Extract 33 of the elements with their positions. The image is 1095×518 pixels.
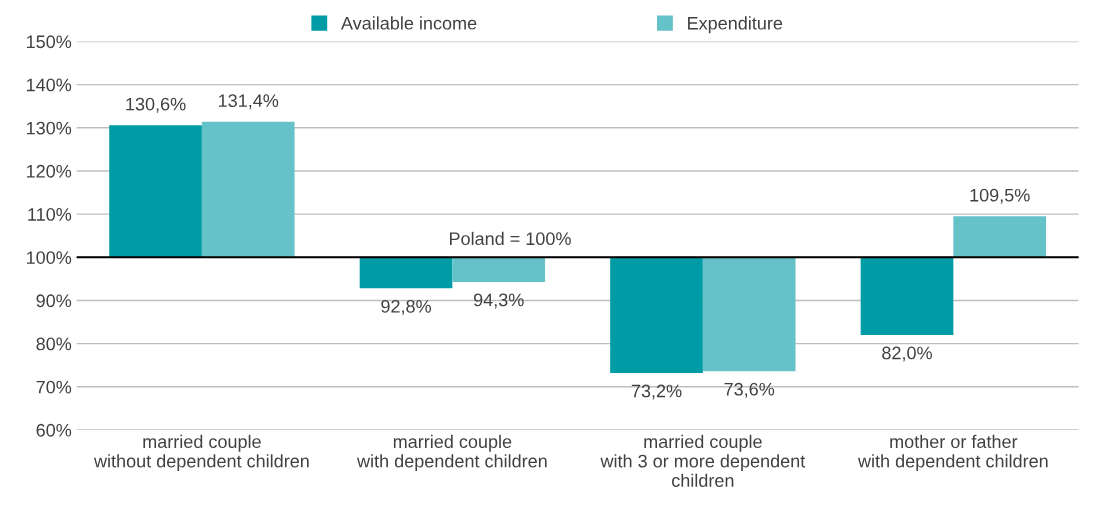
legend-label: Expenditure <box>688 16 783 34</box>
data-label: 109,5% <box>970 188 1030 204</box>
bar <box>109 125 202 258</box>
ref-line-label: Poland = 100% <box>449 231 571 246</box>
data-label: 131,4% <box>218 94 279 110</box>
y-tick-label: 140% <box>26 78 72 92</box>
data-label: 130,6% <box>126 97 186 113</box>
bar <box>953 216 1047 258</box>
bar <box>702 257 796 372</box>
bar <box>359 257 453 289</box>
y-tick-label: 100% <box>26 251 72 264</box>
y-tick-label: 80% <box>36 337 72 351</box>
y-tick-label: 60% <box>36 423 72 437</box>
y-tick-label: 70% <box>36 380 72 394</box>
bar <box>860 257 954 335</box>
data-label: 94,3% <box>473 293 524 309</box>
data-label: 73,2% <box>631 384 682 400</box>
bar <box>610 257 703 373</box>
y-tick-label: 130% <box>26 121 72 135</box>
x-tick-label: married couple with dependent children <box>356 434 547 472</box>
legend-label: Available income <box>341 16 477 30</box>
bar <box>201 121 295 258</box>
x-tick-label: mother or father with dependent children <box>857 434 1048 472</box>
data-label: 92,8% <box>381 299 431 315</box>
x-tick-label: married couple without dependent children <box>93 434 309 472</box>
y-tick-label: 90% <box>36 294 72 308</box>
x-tick-label: married couple with 3 or more dependent children <box>600 434 806 487</box>
y-tick-label: 120% <box>26 164 72 178</box>
bar <box>452 257 546 282</box>
y-tick-label: 110% <box>28 208 72 221</box>
y-tick-label: 150% <box>26 35 72 49</box>
data-label: 73,6% <box>724 382 775 398</box>
data-label: 82,0% <box>882 346 932 362</box>
